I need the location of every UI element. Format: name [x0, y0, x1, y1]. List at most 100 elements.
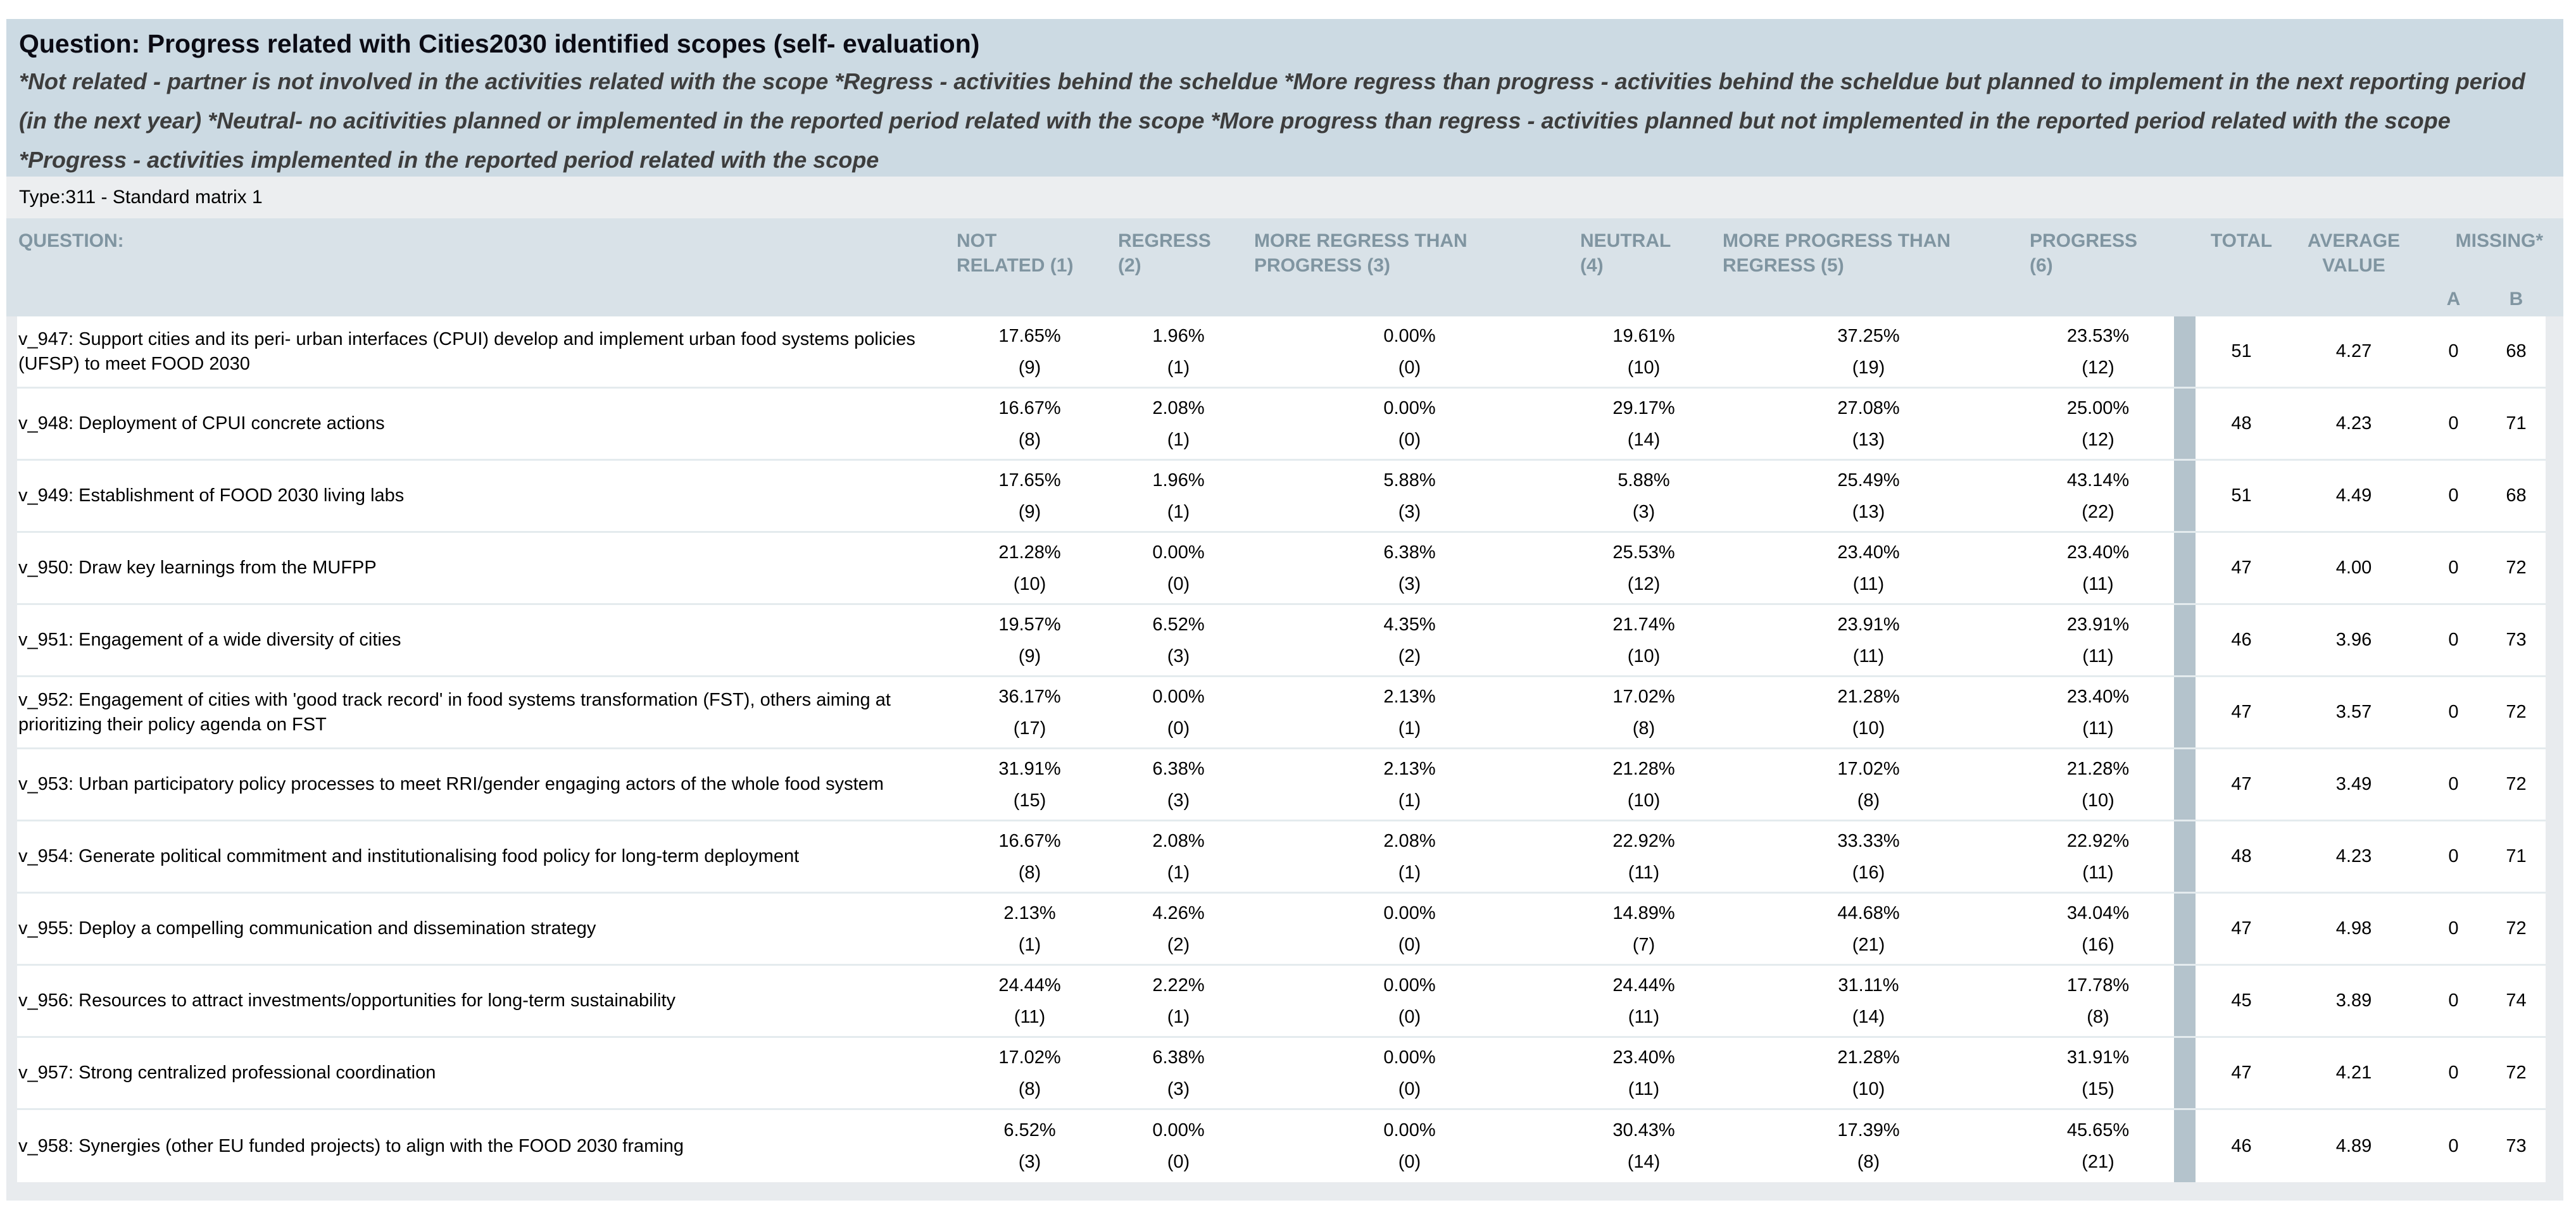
count-value: (3): [1167, 790, 1190, 811]
regress-cell: 2.22% (1): [1110, 970, 1247, 1033]
count-value: (11): [2082, 573, 2114, 594]
column-separator-bar: [2174, 749, 2196, 820]
percent-value: 0.00%: [1152, 542, 1205, 563]
count-value: (0): [1398, 1006, 1421, 1027]
total-cell: 46: [2231, 630, 2252, 650]
column-separator-bar: [2174, 461, 2196, 531]
table-header: QUESTION: NOT RELATED (1) REGRESS (2) MO…: [6, 218, 2563, 316]
neutral-cell: 21.74% (10): [1573, 609, 1715, 672]
count-value: (10): [1852, 1078, 1885, 1099]
not-related-cell: 16.67% (8): [949, 392, 1110, 456]
percent-value: 0.00%: [1152, 1120, 1205, 1140]
col-header-total: TOTAL: [2210, 230, 2273, 251]
total-cell: 47: [2231, 774, 2252, 794]
percent-value: 16.67%: [998, 830, 1061, 851]
average-value-cell: 4.27: [2335, 341, 2372, 361]
percent-value: 37.25%: [1837, 325, 1900, 346]
percent-value: 21.28%: [1837, 686, 1900, 707]
count-value: (3): [1632, 501, 1656, 522]
more-progress-cell: 33.33% (16): [1715, 825, 2022, 889]
count-value: (11): [1852, 646, 1885, 666]
percent-value: 21.28%: [1837, 1047, 1900, 1068]
question-cell: v_949: Establishment of FOOD 2030 living…: [18, 485, 405, 506]
more-progress-cell: 23.91% (11): [1715, 609, 2022, 672]
total-cell: 47: [2231, 918, 2252, 939]
percent-value: 0.00%: [1383, 1120, 1436, 1140]
total-cell: 47: [2231, 702, 2252, 722]
count-value: (1): [1398, 862, 1421, 883]
missing-b-cell: 73: [2506, 630, 2527, 650]
count-value: (11): [1628, 862, 1660, 883]
progress-cell: 23.40% (11): [2022, 537, 2174, 600]
count-value: (2): [1167, 934, 1190, 955]
missing-a-cell: 0: [2448, 774, 2459, 794]
percent-value: 25.53%: [1612, 542, 1675, 563]
average-value-cell: 4.23: [2335, 413, 2372, 434]
not-related-cell: 16.67% (8): [949, 825, 1110, 889]
missing-a-label: A: [2446, 289, 2461, 309]
count-value: (9): [1018, 501, 1041, 522]
percent-value: 6.38%: [1383, 542, 1436, 563]
percent-value: 0.00%: [1383, 397, 1436, 418]
percent-value: 31.91%: [998, 758, 1061, 779]
percent-value: 21.74%: [1612, 614, 1675, 635]
missing-b-cell: 72: [2506, 558, 2527, 578]
count-value: (0): [1398, 429, 1421, 450]
percent-value: 22.92%: [1612, 830, 1675, 851]
missing-a-cell: 0: [2448, 918, 2459, 939]
regress-cell: 2.08% (1): [1110, 392, 1247, 456]
more-progress-cell: 17.02% (8): [1715, 753, 2022, 816]
percent-value: 2.22%: [1152, 975, 1205, 995]
neutral-cell: 30.43% (14): [1573, 1114, 1715, 1178]
count-value: (11): [2082, 646, 2114, 666]
col-header-more-progress: MORE PROGRESS THAN REGRESS (5): [1723, 230, 1951, 276]
missing-a-cell: 0: [2448, 341, 2459, 361]
total-cell: 51: [2231, 341, 2252, 361]
count-value: (8): [1632, 718, 1656, 739]
regress-cell: 0.00% (0): [1110, 681, 1247, 744]
regress-cell: 1.96% (1): [1110, 465, 1247, 528]
average-value-cell: 4.98: [2335, 918, 2372, 939]
question-cell: v_951: Engagement of a wide diversity of…: [18, 630, 401, 650]
column-separator-bar: [2174, 533, 2196, 603]
percent-value: 33.33%: [1837, 830, 1900, 851]
count-value: (15): [2082, 1078, 2114, 1099]
count-value: (13): [1852, 429, 1885, 450]
neutral-cell: 14.89% (7): [1573, 897, 1715, 961]
percent-value: 0.00%: [1383, 975, 1436, 995]
regress-cell: 0.00% (0): [1110, 537, 1247, 600]
missing-b-cell: 71: [2506, 846, 2527, 866]
more-regress-cell: 2.08% (1): [1247, 825, 1573, 889]
progress-cell: 23.40% (11): [2022, 681, 2174, 744]
count-value: (14): [1627, 429, 1661, 450]
col-header-not-related: NOT RELATED (1): [957, 230, 1074, 276]
percent-value: 23.91%: [1837, 614, 1900, 635]
neutral-cell: 23.40% (11): [1573, 1042, 1715, 1105]
percent-value: 17.78%: [2066, 975, 2130, 995]
progress-cell: 21.28% (10): [2022, 753, 2174, 816]
count-value: (0): [1398, 934, 1421, 955]
regress-cell: 6.52% (3): [1110, 609, 1247, 672]
table-row: v_950: Draw key learnings from the MUFPP…: [17, 533, 2546, 605]
missing-a-cell: 0: [2448, 1135, 2459, 1156]
count-value: (22): [2082, 501, 2114, 522]
percent-value: 14.89%: [1612, 902, 1675, 923]
count-value: (11): [2082, 862, 2114, 883]
percent-value: 44.68%: [1837, 902, 1900, 923]
more-progress-cell: 21.28% (10): [1715, 1042, 2022, 1105]
count-value: (3): [1398, 573, 1421, 594]
count-value: (1): [1398, 718, 1421, 739]
count-value: (12): [2082, 429, 2114, 450]
missing-b-cell: 72: [2506, 702, 2527, 722]
col-header-more-regress: MORE REGRESS THAN PROGRESS (3): [1254, 230, 1467, 276]
table-row: v_949: Establishment of FOOD 2030 living…: [17, 461, 2546, 533]
count-value: (14): [1627, 1152, 1661, 1172]
percent-value: 36.17%: [998, 686, 1061, 707]
missing-b-cell: 68: [2506, 341, 2527, 361]
table-row: v_951: Engagement of a wide diversity of…: [17, 605, 2546, 677]
total-cell: 48: [2231, 413, 2252, 434]
count-value: (3): [1167, 1078, 1190, 1099]
table-row: v_957: Strong centralized professional c…: [17, 1038, 2546, 1110]
table-row: v_952: Engagement of cities with 'good t…: [17, 677, 2546, 749]
neutral-cell: 21.28% (10): [1573, 753, 1715, 816]
